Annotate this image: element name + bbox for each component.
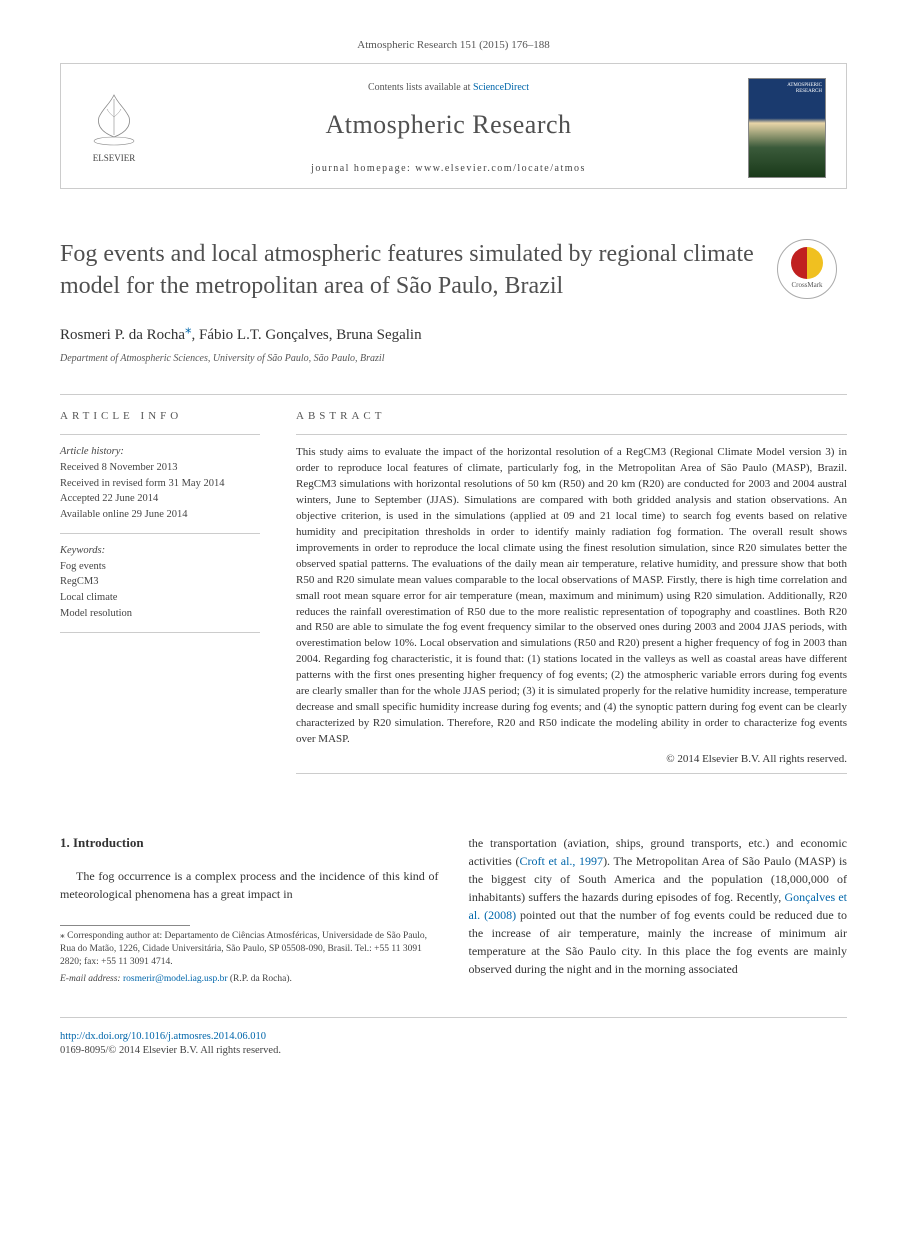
divider (296, 434, 847, 435)
abstract-text: This study aims to evaluate the impact o… (296, 445, 847, 748)
keyword: RegCM3 (60, 574, 260, 590)
journal-header: ELSEVIER Contents lists available at Sci… (60, 63, 847, 189)
homepage-line: journal homepage: www.elsevier.com/locat… (165, 162, 732, 176)
history-online: Available online 29 June 2014 (60, 507, 260, 523)
intro-paragraph-right: the transportation (aviation, ships, gro… (469, 834, 848, 978)
history-accepted: Accepted 22 June 2014 (60, 491, 260, 507)
crossmark-badge[interactable]: CrossMark (777, 239, 837, 299)
running-citation: Atmospheric Research 151 (2015) 176–188 (60, 38, 847, 53)
email-attribution: (R.P. da Rocha). (228, 974, 292, 984)
section-heading-introduction: 1. Introduction (60, 834, 439, 852)
co-authors: , Fábio L.T. Gonçalves, Bruna Segalin (192, 327, 422, 343)
elsevier-logo: ELSEVIER (79, 87, 149, 170)
sciencedirect-link[interactable]: ScienceDirect (473, 82, 529, 93)
contents-line: Contents lists available at ScienceDirec… (165, 81, 732, 95)
email-link[interactable]: rosmerir@model.iag.usp.br (123, 974, 228, 984)
divider (296, 773, 847, 774)
footnote-rule (60, 925, 190, 926)
journal-name: Atmospheric Research (165, 107, 732, 143)
author-list: Rosmeri P. da Rocha⁎, Fábio L.T. Gonçalv… (60, 320, 847, 346)
article-title: Fog events and local atmospheric feature… (60, 239, 757, 301)
history-received: Received 8 November 2013 (60, 460, 260, 476)
intro-paragraph-left: The fog occurrence is a complex process … (60, 867, 439, 903)
email-footnote: E-mail address: rosmerir@model.iag.usp.b… (60, 973, 439, 986)
history-revised: Received in revised form 31 May 2014 (60, 476, 260, 492)
article-info-heading: ARTICLE INFO (60, 395, 260, 434)
page-footer: http://dx.doi.org/10.1016/j.atmosres.201… (60, 1017, 847, 1059)
contents-prefix: Contents lists available at (368, 82, 473, 93)
abstract-heading: ABSTRACT (296, 395, 847, 434)
affiliation: Department of Atmospheric Sciences, Univ… (60, 352, 847, 366)
footnote-address: Corresponding author at: Departamento de… (60, 931, 427, 968)
keywords-label: Keywords: (60, 544, 260, 559)
abstract-column: ABSTRACT This study aims to evaluate the… (296, 395, 847, 775)
corresponding-author: Rosmeri P. da Rocha (60, 327, 185, 343)
article-info-column: ARTICLE INFO Article history: Received 8… (60, 395, 260, 775)
divider (60, 434, 260, 435)
homepage-url[interactable]: www.elsevier.com/locate/atmos (415, 163, 586, 174)
doi-link[interactable]: http://dx.doi.org/10.1016/j.atmosres.201… (60, 1031, 266, 1042)
intro-text: pointed out that the number of fog event… (469, 908, 848, 976)
crossmark-icon (791, 247, 823, 279)
divider (60, 533, 260, 534)
journal-cover-thumbnail (748, 78, 826, 178)
introduction-section: 1. Introduction The fog occurrence is a … (60, 834, 847, 986)
keyword: Local climate (60, 590, 260, 606)
abstract-copyright: © 2014 Elsevier B.V. All rights reserved… (296, 752, 847, 767)
elsevier-label: ELSEVIER (93, 153, 136, 163)
homepage-label: journal homepage: (311, 163, 415, 174)
divider (60, 632, 260, 633)
keyword: Fog events (60, 559, 260, 575)
corresponding-footnote: ⁎ Corresponding author at: Departamento … (60, 930, 439, 970)
citation-link-croft[interactable]: Croft et al., 1997 (519, 854, 603, 868)
issn-copyright: 0169-8095/© 2014 Elsevier B.V. All right… (60, 1044, 847, 1059)
keyword: Model resolution (60, 606, 260, 622)
email-label: E-mail address: (60, 974, 123, 984)
crossmark-label: CrossMark (791, 281, 822, 291)
history-label: Article history: (60, 445, 260, 460)
